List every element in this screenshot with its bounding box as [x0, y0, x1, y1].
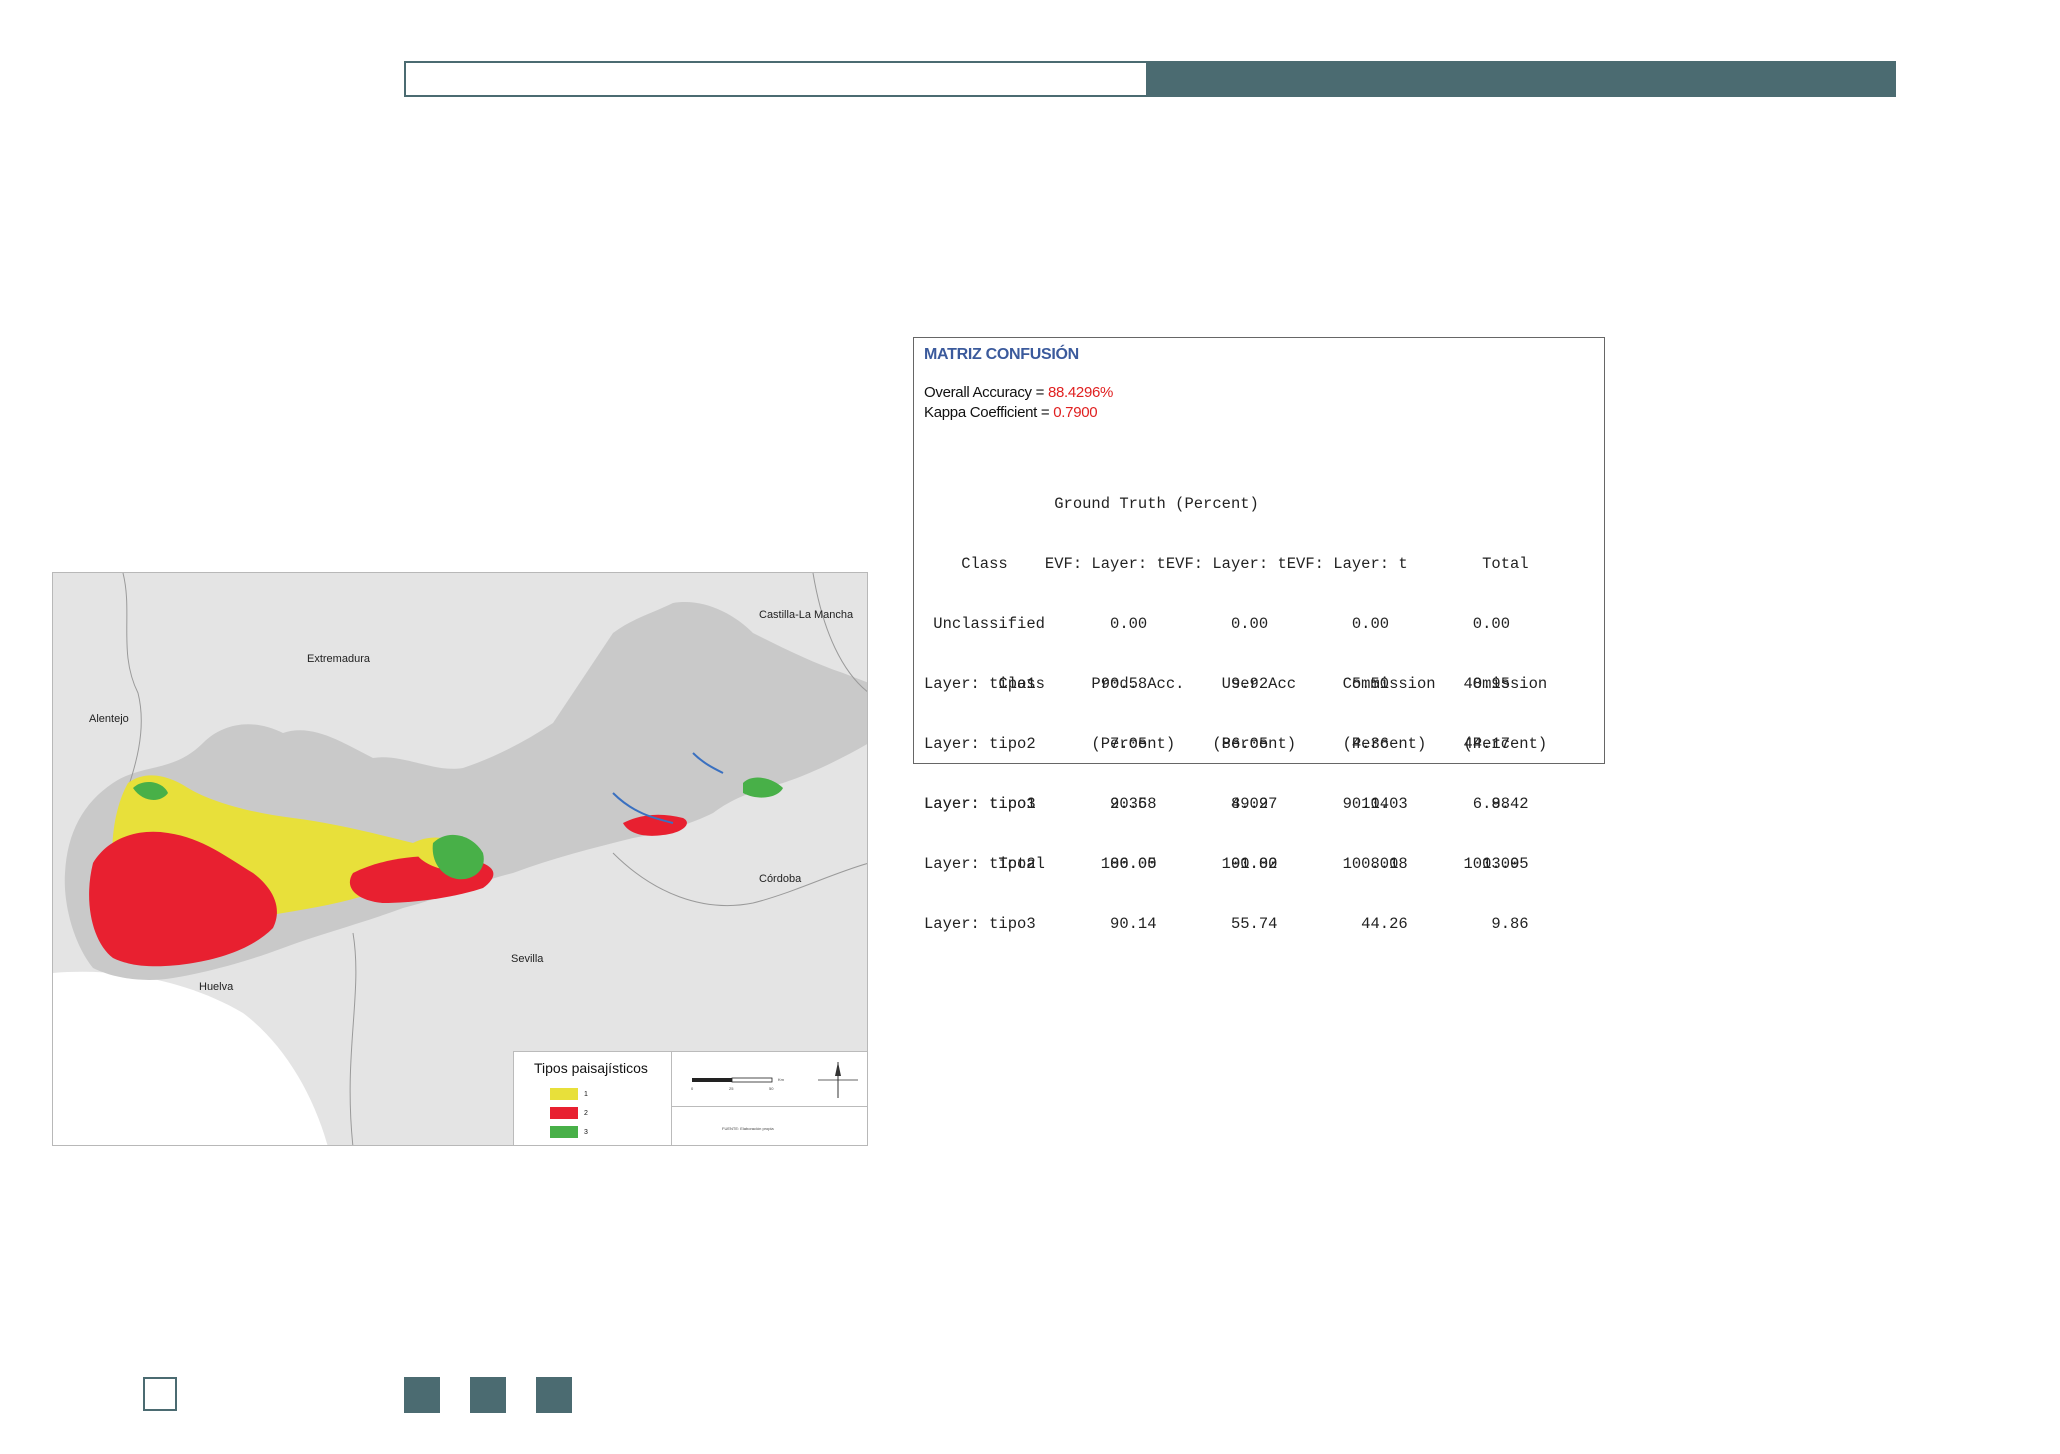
- scale-tick-label: 25: [729, 1086, 734, 1091]
- kappa-coefficient-label: Kappa Coefficient =: [924, 404, 1054, 421]
- table-row: Layer: tipo2 7.05 86.05 4.36 44.17: [924, 735, 1510, 753]
- legend-item: 2: [550, 1107, 588, 1119]
- map-label-region: Extremadura: [307, 653, 370, 665]
- confusion-matrix-panel: MATRIZ CONFUSIÓN Overall Accuracy = 88.4…: [913, 337, 1605, 933]
- divider: [672, 1106, 867, 1107]
- map-legend: Tipos paisajísticos 1 2 3: [513, 1051, 671, 1145]
- legend-item-label: 2: [584, 1109, 588, 1117]
- scale-bar-and-north-arrow-graphic: [692, 1062, 858, 1098]
- legend-title: Tipos paisajísticos: [534, 1060, 648, 1076]
- legend-swatch: [550, 1107, 578, 1119]
- footer-square: [404, 1377, 440, 1413]
- table-row: Layer: tipo3 90.14 55.74 44.26 9.86: [924, 915, 1529, 933]
- table-row: Ground Truth (Percent): [924, 495, 1259, 513]
- map-scale-and-north: 0 25 50 Km FUENTE: Elaboración propia: [671, 1051, 867, 1145]
- scale-tick-label: 0: [691, 1086, 694, 1091]
- legend-item: 3: [550, 1126, 588, 1138]
- header-bar: [404, 61, 1896, 97]
- legend-swatch: [550, 1126, 578, 1138]
- scale-tick-label: 50: [769, 1086, 774, 1091]
- table-row: Layer: tipo3 2.36 4.02 90.14 6.88: [924, 795, 1510, 813]
- map-label-region: Alentejo: [89, 713, 129, 725]
- table-row: Layer: tipo1 90.58 9.92 5.50 48.95: [924, 675, 1510, 693]
- map-label-region: Huelva: [199, 981, 234, 993]
- table-row: Class EVF: Layer: tEVF: Layer: tEVF: Lay…: [924, 555, 1529, 573]
- footer-square: [470, 1377, 506, 1413]
- map-label-region: Sevilla: [511, 953, 544, 965]
- map-source-text: FUENTE: Elaboración propia: [722, 1126, 774, 1131]
- matrix-title: MATRIZ CONFUSIÓN: [924, 346, 1079, 363]
- legend-item-label: 3: [584, 1128, 588, 1136]
- map-graphic: [53, 573, 867, 1145]
- footer-outline-square: [143, 1377, 177, 1411]
- kappa-coefficient-line: Kappa Coefficient = 0.7900: [924, 404, 1098, 421]
- header-bar-outline-segment: [404, 61, 1148, 97]
- overall-accuracy-value: 88.4296%: [1047, 384, 1114, 401]
- table-row: Unclassified 0.00 0.00 0.00 0.00: [924, 615, 1510, 633]
- map-label-region: Castilla-La Mancha: [759, 609, 854, 621]
- table-row: Layer: tipo1 90.58 89.97 10.03 9.42: [924, 795, 1529, 813]
- footer-square: [536, 1377, 572, 1413]
- header-bar-filled-segment: [1148, 61, 1896, 97]
- table-row: Total 100.00 100.00 100.00 100.00: [924, 855, 1520, 873]
- table-row: Class Prod. Acc. User Acc Commission Omi…: [924, 675, 1548, 693]
- ground-truth-table: Ground Truth (Percent) Class EVF: Layer:…: [924, 454, 1529, 914]
- table-row: (Percent) (Percent) (Percent) (Percent): [924, 735, 1548, 753]
- legend-item: 1: [550, 1088, 588, 1100]
- overall-accuracy-label: Overall Accuracy =: [924, 384, 1048, 401]
- legend-swatch: [550, 1088, 578, 1100]
- scale-unit-label: Km: [778, 1077, 784, 1082]
- overall-accuracy-line: Overall Accuracy = 88.4296%: [924, 384, 1113, 401]
- kappa-coefficient-value: 0.7900: [1053, 404, 1098, 421]
- landscape-types-map: Castilla-La Mancha Extremadura Alentejo …: [52, 572, 868, 1146]
- map-label-region: Córdoba: [759, 873, 802, 885]
- legend-item-label: 1: [584, 1090, 588, 1098]
- accuracy-table: Class Prod. Acc. User Acc Commission Omi…: [924, 634, 1547, 974]
- table-row: Layer: tipo2 86.05 91.82 8.18 13.95: [924, 855, 1529, 873]
